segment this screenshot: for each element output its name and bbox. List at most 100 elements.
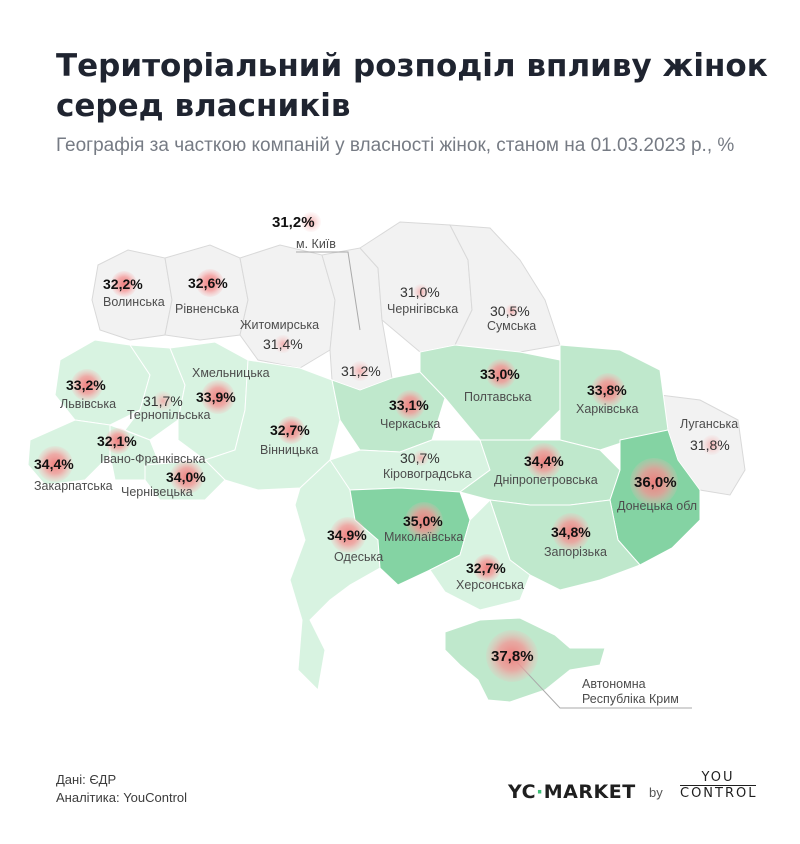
value-zhytomyr: 31,4% — [263, 336, 303, 352]
value-luhansk: 31,8% — [690, 437, 730, 453]
bubble-chernihiv — [413, 284, 429, 300]
label-poltava: Полтавська — [464, 390, 531, 404]
label-luhansk: Луганська — [680, 417, 738, 431]
bubble-mykolaiv — [405, 502, 443, 540]
bubble-kirovohrad — [413, 450, 429, 466]
youcontrol-bottom: CONTROL — [680, 785, 758, 801]
bubble-volyn — [111, 271, 137, 297]
bubble-zakarpattia — [37, 446, 73, 482]
value-vinnytsia: 32,7% — [270, 422, 310, 438]
value-khmelnytskyi: 33,9% — [196, 389, 236, 405]
bubble-dnipro — [526, 443, 562, 479]
value-kharkiv: 33,8% — [587, 382, 627, 398]
bubble-ternopil — [153, 391, 173, 411]
bubble-kyiv-oblast — [350, 361, 370, 381]
region-kherson — [429, 499, 531, 611]
crimea-leader-line — [514, 659, 692, 709]
value-ivano-frankivsk: 32,1% — [97, 433, 137, 449]
value-chernivtsi: 34,0% — [166, 469, 206, 485]
label-chernivtsi: Чернівецька — [121, 485, 193, 499]
footer-source: Дані: ЄДР — [56, 772, 117, 787]
bubble-zhytomyr — [274, 335, 292, 353]
label-rivne: Рівненська — [175, 302, 239, 316]
bubble-ivano-frankivsk — [105, 428, 131, 454]
label-odesa: Одеська — [334, 550, 383, 564]
bubble-poltava — [486, 359, 516, 389]
by-text: by — [649, 785, 663, 800]
value-sumy: 30,5% — [490, 303, 530, 319]
bubble-chernivtsi — [170, 460, 204, 494]
region-zhytomyr — [239, 244, 336, 369]
bubble-luhansk — [702, 435, 722, 455]
label-cherkasy: Черкаська — [380, 417, 440, 431]
label-ivano-frankivsk: Івано-Франківська — [100, 452, 206, 466]
value-mykolaiv: 35,0% — [403, 513, 443, 529]
label-zakarpattia: Закарпатська — [34, 479, 113, 493]
label-donetsk: Донецька обл — [617, 499, 697, 513]
bubble-crimea — [486, 630, 538, 682]
label-crimea-line2: Республіка Крим — [582, 692, 679, 706]
yc-market-prefix: YC — [508, 781, 537, 803]
bubble-cherkasy — [395, 390, 425, 420]
bubble-kharkiv — [591, 373, 625, 407]
region-poltava — [419, 344, 561, 441]
youcontrol-logo: YOU CONTROL — [680, 770, 756, 801]
label-mykolaiv: Миколаївська — [384, 530, 463, 544]
label-crimea-line1: Автономна — [582, 677, 646, 691]
yc-market-logo: YC·MARKET — [508, 781, 636, 803]
value-poltava: 33,0% — [480, 366, 520, 382]
value-chernihiv: 31,0% — [400, 284, 440, 300]
southern-regions — [27, 339, 701, 703]
bubble-kherson — [473, 554, 501, 582]
value-zaporizhzhia: 34,8% — [551, 524, 591, 540]
value-lviv: 33,2% — [66, 377, 106, 393]
value-kherson: 32,7% — [466, 560, 506, 576]
bubble-lviv — [71, 369, 103, 401]
page-subtitle: Географія за часткою компаній у власност… — [56, 135, 735, 156]
footer-analytics: Аналітика: YouControl — [56, 790, 188, 805]
kyiv-leader-line — [296, 251, 361, 331]
value-dnipro: 34,4% — [524, 453, 564, 469]
label-sumy: Сумська — [487, 319, 536, 333]
label-ternopil: Тернопільська — [127, 408, 211, 422]
region-labels: 31,2% м. Київ 32,2% Волинська 32,6% Рівн… — [34, 214, 738, 706]
bubble-sumy — [505, 304, 519, 318]
value-zakarpattia: 34,4% — [34, 456, 74, 472]
value-odesa: 34,9% — [327, 527, 367, 543]
bubble-zaporizhzhia — [552, 513, 590, 551]
label-dnipro: Дніпропетровська — [494, 473, 598, 487]
value-cherkasy: 33,1% — [389, 397, 429, 413]
label-zhytomyr: Житомирська — [240, 318, 319, 332]
value-kyiv-oblast: 31,2% — [341, 363, 381, 379]
bubble-vinnytsia — [277, 416, 305, 444]
label-zaporizhzhia: Запорізька — [544, 545, 607, 559]
yc-market-accent: · — [536, 781, 544, 803]
label-kharkiv: Харківська — [576, 402, 638, 416]
value-bubbles — [37, 212, 722, 682]
youcontrol-top: YOU — [701, 770, 735, 785]
value-kyiv-city: 31,2% — [272, 214, 315, 231]
bubble-khmelnytskyi — [201, 380, 235, 414]
bubble-kyiv-city — [301, 212, 321, 232]
value-ternopil: 31,7% — [143, 393, 183, 409]
label-chernihiv: Чернігівська — [387, 302, 458, 316]
label-kirovohrad: Кіровоградська — [383, 467, 472, 481]
yc-market-name: MARKET — [543, 781, 636, 803]
value-volyn: 32,2% — [103, 276, 143, 292]
value-rivne: 32,6% — [188, 275, 228, 291]
label-kherson: Херсонська — [456, 578, 524, 592]
bubble-odesa — [330, 517, 366, 553]
bubble-rivne — [196, 269, 224, 297]
label-volyn: Волинська — [103, 295, 165, 309]
bubble-donetsk — [630, 458, 678, 506]
region-vinnytsia — [204, 359, 341, 491]
page-title: Територіальний розподіл впливу жінок сер… — [56, 48, 768, 124]
value-kirovohrad: 30,7% — [400, 450, 440, 466]
label-kyiv-city: м. Київ — [296, 237, 336, 251]
value-crimea: 37,8% — [491, 648, 534, 665]
label-khmelnytskyi: Хмельницька — [192, 366, 270, 380]
label-lviv: Львівська — [60, 397, 116, 411]
label-vinnytsia: Вінницька — [260, 443, 318, 457]
value-donetsk: 36,0% — [634, 474, 677, 491]
